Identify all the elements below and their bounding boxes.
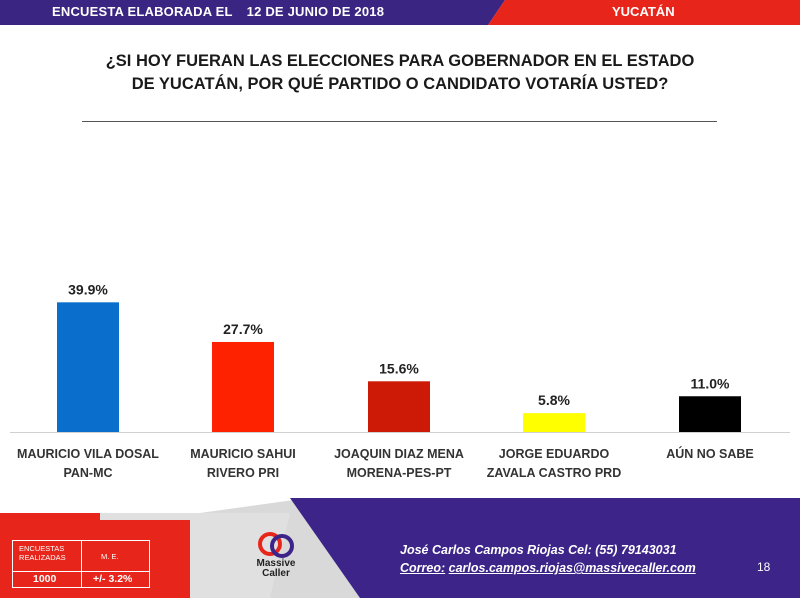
survey-label: ENCUESTA ELABORADA EL	[52, 4, 233, 19]
category-label-0-0: MAURICIO VILA DOSAL	[17, 447, 159, 461]
table-value-surveys: 1000	[33, 573, 57, 585]
bar-4	[679, 396, 741, 432]
survey-date-label: ENCUESTA ELABORADA EL 12 DE JUNIO DE 2018	[52, 4, 384, 19]
category-label-4-0: AÚN NO SABE	[666, 446, 754, 461]
contact-email-label: Correo:	[400, 561, 446, 575]
footer-background	[0, 498, 800, 598]
category-label-2-0: JOAQUIN DIAZ MENA	[334, 447, 464, 461]
question-title: ¿SI HOY FUERAN LAS ELECCIONES PARA GOBER…	[60, 50, 740, 96]
logo-icon	[258, 532, 294, 558]
data-label-1: 27.7%	[223, 321, 263, 337]
bar-3	[523, 413, 585, 432]
data-label-2: 15.6%	[379, 360, 419, 376]
state-label: YUCATÁN	[612, 4, 675, 19]
logo-line-1: Massive	[256, 558, 296, 569]
question-line-1: ¿SI HOY FUERAN LAS ELECCIONES PARA GOBER…	[105, 52, 695, 70]
sample-table: ENCUESTAS REALIZADAS M. E. 1000 +/- 3.2%	[12, 540, 150, 588]
header-bar: ENCUESTA ELABORADA EL 12 DE JUNIO DE 2018…	[0, 0, 800, 25]
contact-email-line: Correo: carlos.campos.riojas@massivecall…	[400, 559, 696, 577]
massive-caller-logo	[254, 530, 298, 586]
bar-0	[57, 302, 119, 432]
bar-2	[368, 381, 430, 432]
logo-line-2: Caller	[262, 568, 290, 579]
table-header-surveys: ENCUESTAS REALIZADAS	[19, 544, 66, 562]
table-value-me: +/- 3.2%	[93, 573, 133, 585]
category-label-3-1: ZAVALA CASTRO PRD	[487, 466, 622, 480]
survey-date: 12 DE JUNIO DE 2018	[246, 4, 385, 19]
contact-email[interactable]: carlos.campos.riojas@massivecaller.com	[448, 561, 696, 575]
category-label-2-1: MORENA-PES-PT	[347, 466, 452, 480]
data-label-0: 39.9%	[68, 281, 108, 297]
bar-1	[212, 341, 274, 432]
header-background	[0, 0, 800, 25]
category-label-0-1: PAN-MC	[63, 466, 112, 480]
logo-text: Massive Caller	[249, 559, 303, 579]
category-label-1-1: RIVERO PRI	[207, 466, 279, 480]
contact-info: José Carlos Campos Riojas Cel: (55) 7914…	[400, 541, 696, 577]
table-divider-h	[13, 571, 149, 572]
question-line-2: DE YUCATÁN, POR QUÉ PARTIDO O CANDIDATO …	[131, 75, 669, 93]
category-label-3-0: JORGE EDUARDO	[499, 447, 610, 461]
title-divider	[82, 121, 717, 122]
data-label-4: 11.0%	[691, 375, 730, 391]
table-divider-v	[81, 541, 82, 587]
category-label-1-0: MAURICIO SAHUI	[190, 447, 296, 461]
contact-phone: José Carlos Campos Riojas Cel: (55) 7914…	[400, 543, 677, 557]
table-header-me: M. E.	[101, 552, 119, 561]
bar-chart: 39.9% MAURICIO VILA DOSAL PAN-MC 27.7% MAURI…	[10, 281, 790, 480]
footer	[0, 498, 800, 598]
data-label-3: 5.8%	[538, 392, 570, 408]
page-number: 18	[757, 560, 771, 574]
